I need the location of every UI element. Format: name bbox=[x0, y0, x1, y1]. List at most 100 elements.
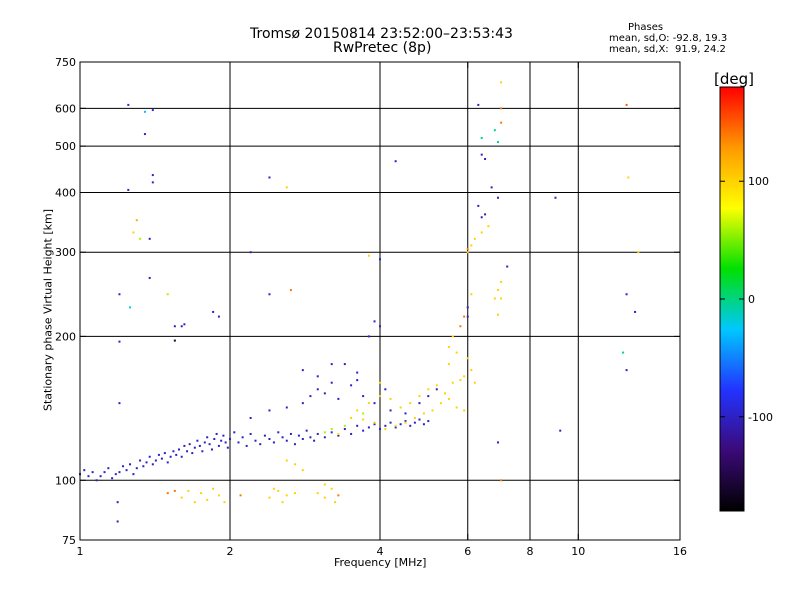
data-point bbox=[455, 351, 458, 354]
x-tick-label: 16 bbox=[673, 545, 687, 558]
colorbar-tick-label: -100 bbox=[748, 411, 773, 424]
data-point bbox=[206, 436, 209, 439]
data-point bbox=[210, 448, 213, 451]
data-point bbox=[356, 379, 359, 382]
data-point bbox=[135, 467, 138, 470]
data-point bbox=[293, 492, 296, 495]
data-point bbox=[480, 153, 483, 156]
data-point bbox=[277, 431, 280, 434]
data-point bbox=[154, 459, 157, 462]
data-point bbox=[217, 494, 220, 497]
data-point bbox=[148, 276, 151, 279]
data-point bbox=[637, 251, 640, 254]
data-point bbox=[323, 496, 326, 499]
data-point bbox=[404, 421, 407, 424]
data-point bbox=[151, 109, 154, 112]
chart-subtitle: RwPretec (8p) bbox=[333, 40, 432, 56]
data-point bbox=[379, 381, 381, 384]
x-axis-label: Frequency [MHz] bbox=[334, 556, 427, 569]
data-point bbox=[330, 428, 333, 431]
axes: 1 2 4 6 8 10 16 75 100 200 300 400 500 600 750 bbox=[55, 56, 687, 558]
data-point bbox=[198, 444, 201, 447]
data-point bbox=[384, 388, 387, 391]
data-point bbox=[427, 395, 430, 398]
data-point bbox=[196, 439, 199, 442]
data-point bbox=[394, 426, 397, 429]
colorbar-tick-label: 0 bbox=[748, 293, 755, 306]
data-point bbox=[215, 432, 218, 435]
data-point bbox=[263, 434, 266, 437]
data-point bbox=[625, 369, 628, 372]
data-point bbox=[285, 406, 288, 409]
data-point bbox=[443, 392, 446, 395]
data-point bbox=[132, 473, 135, 476]
y-tick-label: 75 bbox=[62, 534, 76, 547]
data-point bbox=[316, 492, 319, 495]
data-point bbox=[362, 429, 365, 432]
data-point bbox=[500, 121, 503, 124]
data-point bbox=[309, 395, 312, 398]
data-point bbox=[409, 424, 412, 427]
data-point bbox=[473, 381, 476, 384]
data-point bbox=[343, 424, 346, 427]
data-point bbox=[470, 369, 473, 372]
data-point bbox=[379, 428, 381, 431]
data-point bbox=[301, 469, 304, 472]
phase-stats-x: mean, sd,X: 91.9, 24.2 bbox=[609, 44, 726, 55]
data-point bbox=[435, 384, 438, 387]
data-point bbox=[293, 443, 296, 446]
data-point bbox=[622, 351, 625, 354]
data-point bbox=[627, 176, 630, 179]
data-point bbox=[455, 406, 458, 409]
data-point bbox=[356, 371, 359, 374]
data-point bbox=[316, 388, 319, 391]
data-point bbox=[490, 186, 493, 189]
data-point bbox=[350, 432, 353, 435]
phase-stats-o: mean, sd,O: -92.8, 19.3 bbox=[609, 33, 728, 44]
data-point bbox=[127, 103, 130, 106]
data-point bbox=[394, 160, 397, 163]
data-point bbox=[463, 409, 466, 412]
data-point bbox=[356, 424, 359, 427]
data-point bbox=[350, 416, 353, 419]
data-point bbox=[466, 247, 469, 250]
data-point bbox=[87, 475, 90, 478]
data-point bbox=[373, 421, 376, 424]
data-point bbox=[285, 186, 288, 189]
data-point bbox=[451, 335, 454, 338]
data-point bbox=[316, 375, 319, 378]
data-point bbox=[313, 439, 316, 442]
data-point bbox=[463, 375, 466, 378]
data-point bbox=[249, 251, 252, 254]
chart-title: Tromsø 20150814 23:52:00–23:53:43 bbox=[250, 26, 513, 42]
data-point bbox=[177, 448, 180, 451]
data-point bbox=[173, 339, 176, 342]
data-point bbox=[281, 436, 284, 439]
data-point bbox=[285, 439, 288, 442]
data-point bbox=[379, 395, 381, 398]
data-point bbox=[496, 141, 499, 144]
data-point bbox=[362, 395, 365, 398]
data-point bbox=[356, 409, 359, 412]
y-tick-label: 600 bbox=[55, 102, 76, 115]
data-point bbox=[337, 397, 340, 400]
data-point bbox=[496, 441, 499, 444]
data-point bbox=[435, 388, 438, 391]
data-point bbox=[500, 107, 503, 110]
data-point bbox=[111, 477, 114, 480]
phase-stats-title: Phases bbox=[628, 22, 664, 33]
x-tick-label: 10 bbox=[571, 545, 585, 558]
data-point bbox=[466, 315, 469, 318]
y-tick-label: 200 bbox=[55, 330, 76, 343]
data-point bbox=[373, 423, 376, 426]
data-point bbox=[151, 463, 154, 466]
data-point bbox=[281, 501, 284, 504]
y-tick-label: 750 bbox=[55, 56, 76, 69]
data-point bbox=[422, 423, 425, 426]
data-point bbox=[297, 434, 300, 437]
data-point bbox=[389, 421, 392, 424]
data-point bbox=[418, 402, 421, 405]
data-point bbox=[463, 315, 466, 318]
data-point bbox=[373, 402, 376, 405]
